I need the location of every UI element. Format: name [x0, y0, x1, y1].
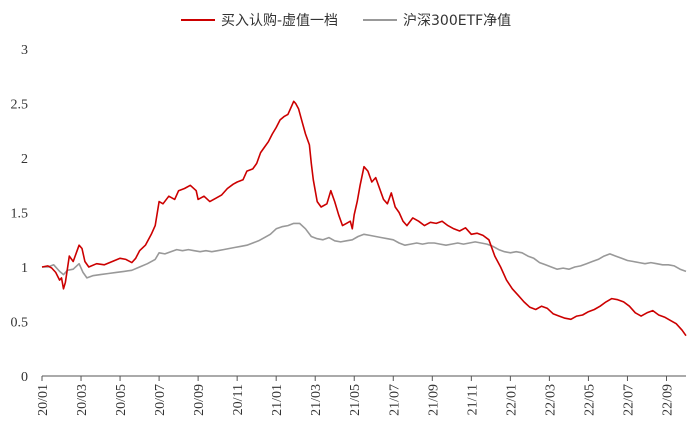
x-tick-label: 22/09 — [660, 384, 675, 416]
x-tick-label: 20/01 — [36, 384, 51, 416]
y-tick-label: 0 — [21, 370, 28, 385]
legend-label-1: 沪深300ETF净值 — [403, 13, 511, 29]
x-tick-label: 21/09 — [426, 384, 441, 416]
y-axis: 0 0.5 1 1.5 2 2.5 3 — [11, 43, 29, 385]
y-tick-label: 1.5 — [11, 207, 29, 222]
x-tick-label: 21/07 — [387, 384, 402, 416]
x-tick-label: 20/07 — [153, 384, 168, 416]
x-tick-label: 20/09 — [192, 384, 207, 416]
legend: 买入认购-虚值一档 沪深300ETF净值 — [181, 13, 511, 29]
y-tick-label: 0.5 — [11, 316, 29, 331]
x-tick-label: 21/05 — [348, 384, 363, 416]
series-line-0 — [41, 100, 687, 337]
x-tick-label: 20/03 — [75, 384, 90, 416]
legend-label-0: 买入认购-虚值一档 — [221, 13, 338, 29]
y-tick-label: 1 — [21, 261, 28, 276]
x-tick-label: 22/07 — [621, 384, 636, 416]
x-tick-label: 22/05 — [582, 384, 597, 416]
x-tick-label: 20/11 — [231, 384, 246, 415]
x-tick-label: 21/03 — [309, 384, 324, 416]
x-axis: 20/01 20/03 20/05 20/07 20/09 20/11 21/01 21/03… — [36, 375, 686, 416]
x-tick-label: 20/05 — [114, 384, 129, 416]
y-tick-label: 3 — [21, 43, 28, 58]
x-tick-label: 22/01 — [504, 384, 519, 416]
x-tick-label: 21/11 — [465, 384, 480, 415]
y-tick-label: 2.5 — [11, 98, 29, 113]
plot-area — [41, 100, 687, 337]
y-tick-label: 2 — [21, 152, 28, 167]
series-line-1 — [42, 222, 687, 279]
x-tick-label: 21/01 — [270, 384, 285, 416]
x-tick-label: 22/03 — [543, 384, 558, 416]
